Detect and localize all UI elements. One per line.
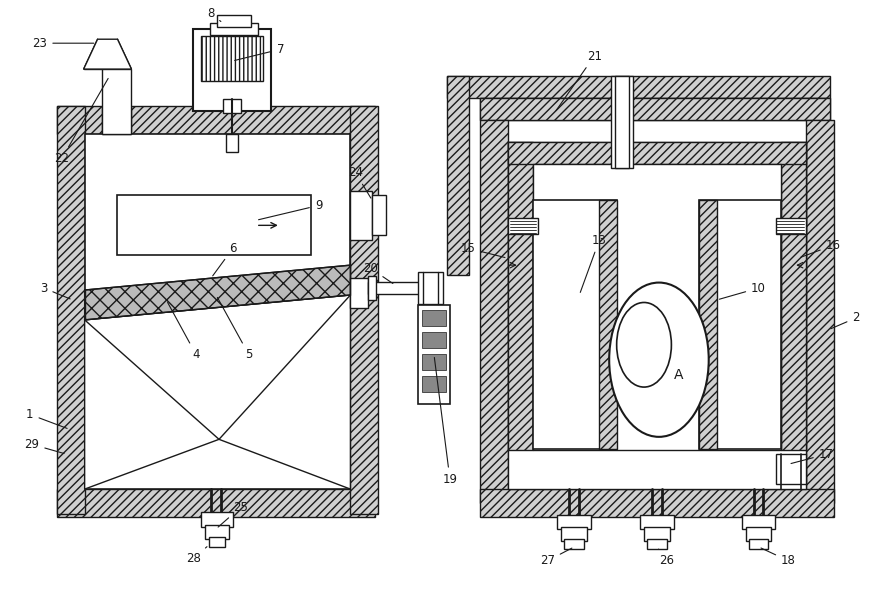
Polygon shape	[85, 295, 350, 489]
Bar	[372, 196, 386, 235]
Bar	[533, 164, 781, 450]
Bar	[480, 120, 508, 503]
Bar	[368, 276, 376, 300]
Bar	[217, 15, 251, 27]
Text: 29: 29	[24, 438, 64, 453]
Bar	[698, 201, 781, 449]
Bar	[201, 512, 233, 527]
Text: 17: 17	[791, 448, 834, 464]
Bar	[57, 489, 375, 517]
Text: 23: 23	[32, 37, 93, 50]
Bar	[350, 190, 372, 240]
Bar	[748, 539, 768, 549]
Bar	[508, 142, 807, 489]
Text: 7: 7	[235, 43, 285, 61]
Bar	[698, 201, 717, 449]
Bar	[422, 375, 446, 392]
Bar	[447, 76, 830, 98]
Bar	[205, 525, 229, 539]
Text: 24: 24	[347, 166, 371, 198]
Bar	[561, 527, 588, 541]
Bar	[776, 218, 807, 234]
Bar	[611, 76, 633, 168]
Text: 1: 1	[26, 408, 67, 428]
Bar	[508, 142, 533, 450]
Bar	[57, 106, 375, 134]
Bar	[368, 282, 423, 294]
Bar	[644, 527, 670, 541]
Bar	[422, 332, 446, 347]
Text: 10: 10	[719, 281, 766, 299]
Bar	[565, 539, 584, 549]
Text: 25: 25	[218, 500, 248, 527]
Text: 18: 18	[761, 548, 796, 567]
Bar	[647, 539, 667, 549]
Polygon shape	[84, 39, 132, 69]
Bar	[741, 515, 775, 529]
Bar	[193, 29, 271, 111]
Text: 21: 21	[556, 49, 601, 111]
Text: 15: 15	[460, 242, 505, 258]
Bar	[480, 98, 830, 120]
Text: 4: 4	[168, 302, 200, 361]
Text: 5: 5	[217, 298, 252, 361]
Bar	[418, 272, 443, 304]
Bar	[57, 106, 85, 514]
Text: 3: 3	[40, 281, 70, 299]
Bar	[781, 142, 807, 450]
Bar	[615, 76, 629, 168]
Ellipse shape	[616, 302, 671, 387]
Bar	[226, 134, 238, 152]
Polygon shape	[85, 265, 350, 320]
Bar	[807, 120, 834, 503]
Text: 19: 19	[435, 358, 457, 486]
Bar	[101, 69, 132, 134]
Ellipse shape	[609, 283, 709, 437]
Bar	[85, 134, 350, 489]
Bar	[533, 201, 617, 449]
Bar	[746, 527, 772, 541]
Text: 16: 16	[801, 239, 841, 257]
Bar	[201, 36, 263, 81]
Text: A: A	[674, 368, 684, 381]
Bar	[447, 76, 469, 275]
Text: 26: 26	[658, 549, 675, 567]
Text: 13: 13	[581, 234, 607, 292]
Polygon shape	[116, 196, 311, 255]
Bar	[418, 305, 450, 405]
Text: 22: 22	[54, 79, 108, 165]
Bar	[599, 201, 617, 449]
Bar	[210, 23, 258, 35]
Text: 6: 6	[213, 242, 237, 276]
Bar	[480, 98, 830, 120]
Bar	[223, 99, 241, 113]
Bar	[209, 537, 225, 547]
Bar	[640, 515, 674, 529]
Bar	[508, 142, 807, 164]
Text: 9: 9	[258, 199, 322, 220]
Text: 28: 28	[186, 547, 207, 565]
Bar	[558, 515, 591, 529]
Bar	[350, 106, 378, 514]
Text: 2: 2	[831, 311, 860, 329]
Text: 20: 20	[363, 262, 393, 283]
Text: 27: 27	[540, 548, 572, 567]
Bar	[508, 218, 538, 234]
Bar	[422, 354, 446, 369]
Bar	[776, 454, 807, 484]
Bar	[350, 278, 368, 308]
Bar	[101, 106, 132, 134]
Text: 8: 8	[208, 7, 221, 21]
Bar	[422, 310, 446, 326]
Bar	[480, 489, 834, 517]
